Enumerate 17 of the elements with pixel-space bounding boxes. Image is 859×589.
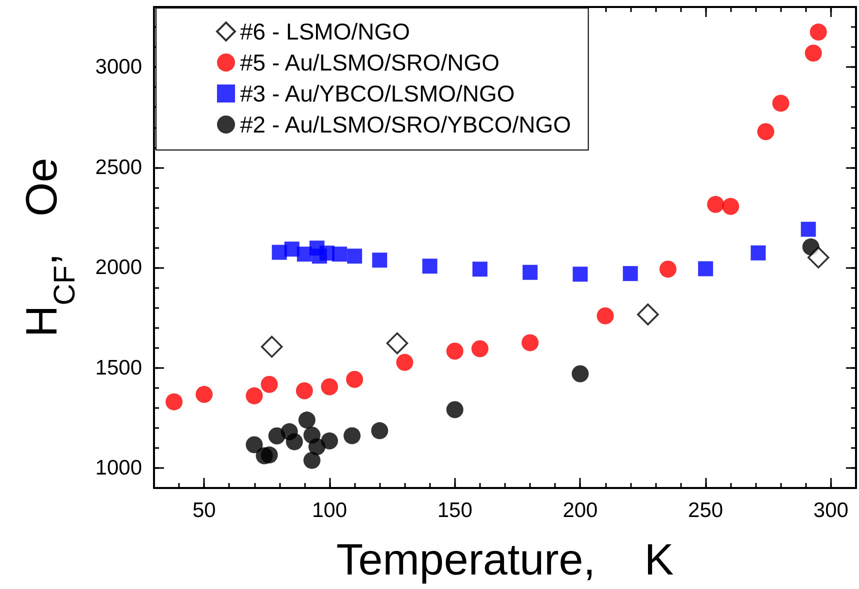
legend-label: #6 - LSMO/NGO: [240, 18, 410, 44]
legend-label: #2 - Au/LSMO/SRO/YBCO/NGO: [240, 112, 572, 138]
x-tick-label: 250: [688, 499, 724, 522]
y-tick-label: 1000: [95, 456, 142, 480]
legend-label: #5 - Au/LSMO/SRO/NGO: [240, 50, 500, 76]
y-tick-label: 2500: [95, 156, 142, 179]
y-tick-label: 3000: [95, 56, 142, 79]
legend-label: #3 - Au/YBCO/LSMO/NGO: [240, 80, 515, 106]
x-tick-label: 200: [562, 499, 598, 522]
x-tick-label: 100: [312, 499, 348, 522]
y-tick-label: 2000: [95, 256, 142, 280]
x-tick-label: 300: [813, 499, 848, 522]
y-tick-label: 1500: [95, 356, 142, 380]
x-tick-label: 150: [437, 499, 472, 522]
y-axis-title: HCF, Oe: [18, 158, 82, 338]
x-axis-title: Temperature, K: [336, 536, 674, 584]
x-tick-label: 50: [192, 499, 216, 522]
